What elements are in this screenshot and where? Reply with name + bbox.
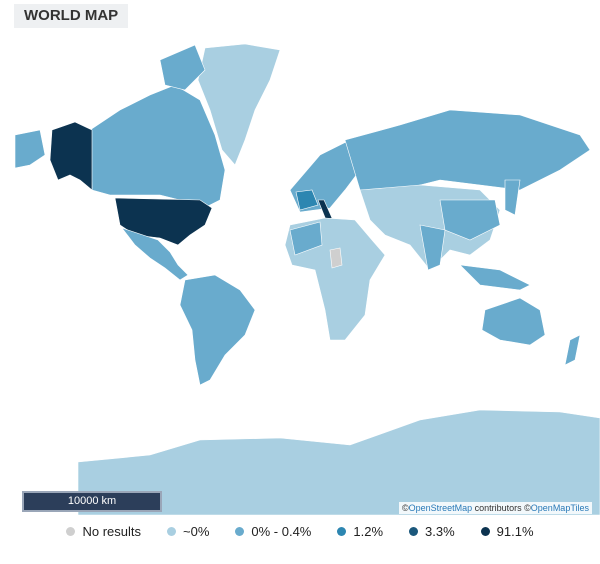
country [439, 199, 501, 241]
legend-label: 3.3% [425, 524, 455, 539]
legend-label: 1.2% [353, 524, 384, 539]
attribution-text: contributors © [472, 503, 531, 513]
country [459, 264, 531, 291]
legend-label: No results [82, 524, 141, 539]
country [329, 247, 343, 269]
country [317, 199, 333, 221]
country [481, 297, 546, 346]
country [121, 227, 189, 281]
legend-swatch [409, 527, 419, 536]
legend-item: 91.1% [480, 524, 534, 539]
scale-bar: 10000 km [22, 491, 162, 512]
attribution: ©OpenStreetMap contributors ©OpenMapTile… [398, 502, 592, 514]
legend-label: 91.1% [496, 524, 534, 539]
legend-item: 0% - 0.4% [235, 524, 311, 539]
legend-item: No results [66, 524, 141, 539]
title: WORLD MAP [14, 4, 128, 28]
legend-item: ~0% [167, 524, 209, 539]
country [77, 409, 600, 515]
country [504, 179, 521, 216]
legend-item: 1.2% [337, 524, 383, 539]
world-map [14, 43, 600, 515]
country [14, 129, 46, 169]
legend-swatch [480, 527, 490, 536]
legend-label: 0% - 0.4% [251, 524, 312, 539]
legend-swatch [167, 527, 176, 536]
legend: No results ~0% 0% - 0.4% 1.2% 3.3% 91.1% [0, 524, 600, 539]
country [344, 109, 591, 191]
legend-swatch [337, 527, 347, 536]
attribution-link[interactable]: OpenMapTiles [530, 503, 589, 513]
country [89, 84, 226, 211]
country [295, 189, 319, 211]
legend-swatch [66, 527, 76, 536]
country [564, 334, 581, 366]
country [197, 43, 281, 166]
legend-item: 3.3% [409, 524, 455, 539]
country [179, 274, 256, 386]
attribution-text: © [401, 503, 409, 513]
country [159, 44, 206, 91]
legend-swatch [235, 527, 245, 536]
attribution-link[interactable]: OpenStreetMap [408, 503, 473, 513]
country [49, 121, 93, 191]
legend-label: ~0% [183, 524, 210, 539]
country [289, 221, 323, 256]
country [419, 224, 446, 271]
